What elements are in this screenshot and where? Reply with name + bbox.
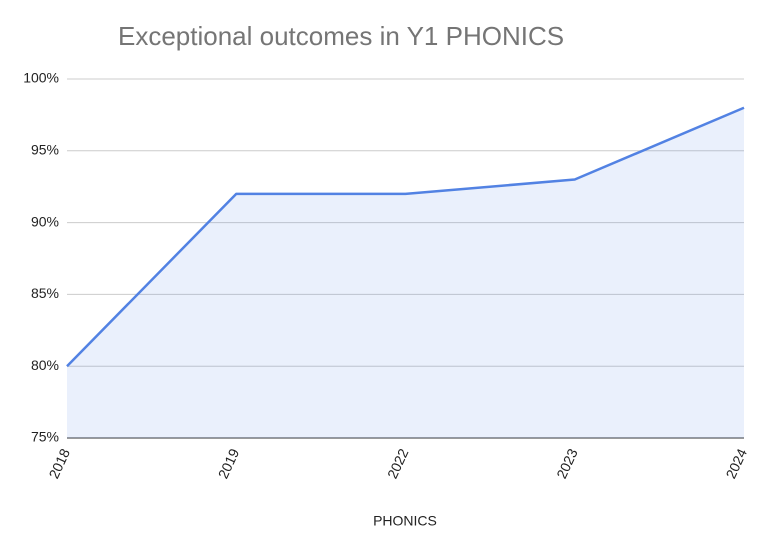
area-fill — [67, 107, 744, 438]
y-tick-label: 90% — [31, 213, 59, 229]
x-tick-label: 2023 — [553, 446, 581, 481]
y-tick-label: 85% — [31, 285, 59, 301]
chart-title: Exceptional outcomes in Y1 PHONICS — [118, 21, 564, 51]
x-tick-label: 2018 — [45, 446, 73, 481]
y-tick-label: 100% — [23, 70, 59, 86]
x-tick-label: 2022 — [384, 446, 412, 481]
x-tick-label: 2024 — [722, 446, 750, 481]
x-tick-label: 2019 — [215, 446, 243, 481]
line — [66, 106, 745, 368]
y-tick-label: 80% — [31, 357, 59, 373]
x-axis-label: PHONICS — [373, 513, 437, 529]
y-tick-label: 95% — [31, 142, 59, 158]
y-tick-label: 75% — [31, 429, 59, 445]
